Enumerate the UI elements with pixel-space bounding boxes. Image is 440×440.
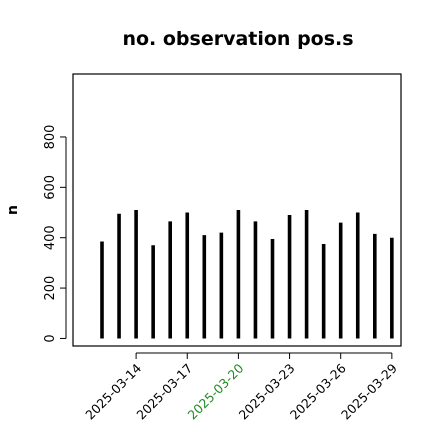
y-tick-label: 600 [43, 175, 58, 200]
plot-area-box [72, 73, 402, 347]
chart-title: no. observation pos.s [122, 28, 353, 50]
y-tick-label: 800 [43, 125, 58, 150]
x-axis-ticks: 2025-03-142025-03-172025-03-202025-03-23… [82, 353, 400, 422]
bar-series [100, 210, 394, 339]
y-axis-label: n [5, 205, 21, 215]
y-tick-label: 0 [43, 334, 58, 342]
y-axis-ticks: 0 200 400 600 800 [43, 125, 66, 343]
y-tick-label: 200 [43, 276, 58, 301]
y-tick-label: 400 [43, 225, 58, 250]
